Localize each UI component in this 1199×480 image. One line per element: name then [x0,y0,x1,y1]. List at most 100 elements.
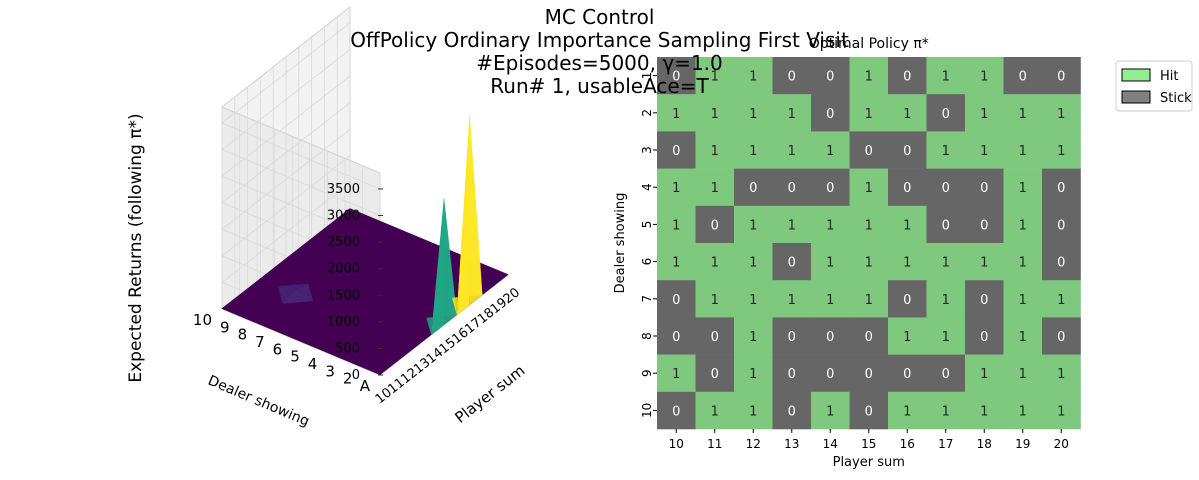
grid-line [221,155,351,257]
heatmap-cell-label: 0 [788,330,796,345]
heatmap-cell [1042,354,1081,393]
x-axis-label: Player sum [452,361,529,427]
surface-3d-chart: 0500100015002000250030003500101112131415… [126,5,529,430]
heatmap-cell-label: 1 [788,144,796,159]
heatmap-cell-label: 0 [942,218,950,233]
z-tick-label: 500 [335,341,360,356]
heatmap-cell [1042,391,1081,430]
heatmap-cell-label: 1 [711,107,719,122]
x-tick-label: 19 [1015,437,1030,451]
heatmap-cell [772,391,812,430]
heatmap-cell-label: 1 [826,144,834,159]
heatmap-cell [811,317,850,355]
heatmap-cell-label: 0 [672,293,680,308]
heatmap-cell-label: 1 [865,256,873,271]
y-tick-label: 10 [193,311,212,329]
suptitle-line-2: OffPolicy Ordinary Importance Sampling F… [350,28,849,52]
grid-line [221,149,381,216]
heatmap-cell-label: 0 [865,404,873,419]
peak-back-face [278,283,309,304]
heatmap-cell [772,243,812,281]
heatmap-cell [926,354,966,393]
heatmap-cell-label: 0 [1057,256,1065,271]
heatmap-cell [657,354,696,393]
heatmap-cell [734,205,773,244]
heatmap-cell-label: 0 [903,367,911,382]
heatmap-cell-label: 1 [711,256,719,271]
heatmap-cell-label: 1 [942,404,950,419]
heatmap-cell-label: 1 [942,330,950,345]
heatmap-cell-label: 0 [711,367,719,382]
surface-peak [452,113,483,315]
heatmap-cell-label: 1 [672,367,680,382]
y-tick-label: 8 [238,326,248,344]
surface-peak [278,283,314,304]
heatmap-cell-label: 0 [826,367,834,382]
heatmap-cell [772,354,812,393]
heatmap-cell [1003,243,1043,281]
heatmap-cell-label: 1 [903,404,911,419]
heatmap-cell-label: 1 [749,218,757,233]
heatmap-cell [965,317,1004,355]
heatmap-cell [734,94,773,132]
heatmap-cell [734,280,773,318]
heatmap-cell-label: 0 [788,181,796,196]
y-axis-label: Dealer showing [613,193,628,294]
x-tick-label: 20 [1054,437,1069,451]
heatmap-cell [1003,354,1043,393]
heatmap-cell [657,391,696,430]
heatmap-cell-label: 1 [1019,330,1027,345]
heatmap-cell-label: 1 [749,293,757,308]
heatmap-cell [849,243,889,281]
heatmap-cell-label: 1 [749,367,757,382]
heatmap-cell-label: 1 [1019,404,1027,419]
heatmap-cell-label: 1 [749,144,757,159]
heatmap-cell-label: 0 [942,181,950,196]
y-tick-label: 3 [325,362,335,380]
heatmap-cell [695,391,735,430]
heatmap-cell [734,354,773,393]
heatmap-cell-label: 0 [942,367,950,382]
heatmap-cell-label: 0 [1057,330,1065,345]
heatmap-cell [695,168,735,207]
heatmap-cell-label: 1 [942,256,950,271]
y-tick-label: 7 [640,295,654,303]
heatmap-cell [811,131,850,169]
heatmap-cell [695,243,735,281]
heatmap-cell-label: 0 [1057,181,1065,196]
heatmap-cell-label: 1 [865,293,873,308]
grid-line [221,308,381,376]
peak-left-face [282,289,314,304]
heatmap-cell-label: 1 [826,256,834,271]
heatmap-cell [888,168,927,207]
heatmap-cell [926,94,966,132]
heatmap-cell-label: 1 [903,330,911,345]
heatmap-cell [811,354,850,393]
heatmap-cell-label: 1 [826,218,834,233]
heatmap-cell-label: 0 [942,107,950,122]
heatmap-cell [849,168,889,207]
heatmap-cell [657,168,696,207]
peak-left-face [456,113,470,315]
heatmap-cell [1042,131,1081,169]
heatmap-cell-label: 1 [711,144,719,159]
heatmap-cell [849,205,889,244]
x-tick-label: 11 [707,437,722,451]
heatmap-cell [926,280,966,318]
heatmap-cell [811,205,850,244]
heatmap-cell [1003,205,1043,244]
peak-right-face [444,197,457,325]
heatmap-cell-label: 1 [749,330,757,345]
heatmap-cell [888,243,927,281]
grid-line [221,182,351,283]
y-tick-label: 3 [640,146,654,154]
grid-line [221,75,351,177]
z-tick-label: 1500 [327,288,360,303]
x-tick-label: 16 [900,437,915,451]
heatmap-cell-label: 1 [826,404,834,419]
heatmap-cell [772,280,812,318]
y-tick-label: 6 [640,258,654,266]
z-axis-label: Expected Returns (following π*) [126,113,146,382]
y-tick-label: 6 [273,340,283,358]
heatmap-cell [811,168,850,207]
